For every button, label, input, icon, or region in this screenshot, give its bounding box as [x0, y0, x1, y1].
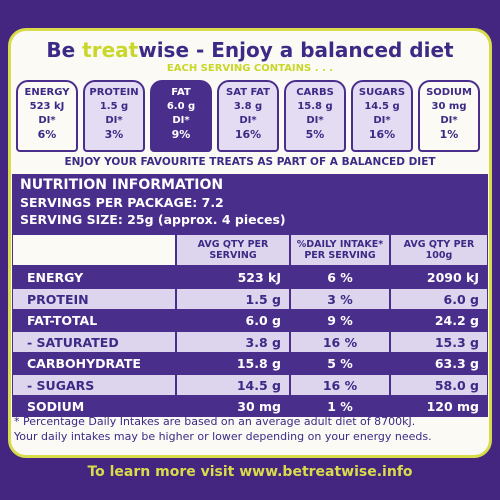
badge-percent: 3% [104, 128, 124, 141]
row-value: 30 mg [176, 395, 290, 417]
badge: CARBS 15.8 g DI* 5% [284, 80, 346, 152]
row-value: 1 % [290, 395, 390, 417]
title-part: treat [82, 38, 139, 62]
row-value: 15.3 g [390, 330, 488, 353]
row-value: 5 % [290, 352, 390, 374]
badge-amount: 15.8 g [297, 101, 333, 112]
row-value: 24.2 g [390, 309, 488, 331]
badge-amount: 523 kJ [29, 101, 65, 112]
row-label: ENERGY [12, 266, 176, 288]
row-value: 3.8 g [176, 330, 290, 353]
footnotes: * Percentage Daily Intakes are based on … [14, 414, 490, 444]
badge-percent: 9% [171, 128, 191, 141]
tagline: ENJOY YOUR FAVOURITE TREATS AS PART OF A… [64, 156, 436, 168]
badge-di: DI* [38, 115, 56, 126]
row-value: 58.0 g [390, 373, 488, 396]
badge-amount: 3.8 g [233, 101, 263, 112]
column-header: AVG QTY PER SERVING [176, 234, 290, 266]
row-value: 63.3 g [390, 352, 488, 374]
row-value: 2090 kJ [390, 266, 488, 288]
title-part: wise - Enjoy a balanced diet [138, 38, 454, 62]
column-header-blank [12, 234, 176, 266]
badge-percent: 1% [439, 128, 459, 141]
badge-amount: 6.0 g [166, 101, 196, 112]
badge-di: DI* [172, 115, 190, 126]
row-value: 14.5 g [176, 373, 290, 396]
row-label: FAT-TOTAL [12, 309, 176, 331]
row-value: 16 % [290, 373, 390, 396]
row-value: 3 % [290, 287, 390, 310]
badge: FAT 6.0 g DI* 9% [150, 80, 212, 152]
badge-name: SAT FAT [226, 87, 270, 98]
subtitle: EACH SERVING CONTAINS . . . [166, 63, 334, 74]
row-value: 120 mg [390, 395, 488, 417]
badge-name: PROTEIN [89, 87, 139, 98]
row-value: 6 % [290, 266, 390, 288]
badge: ENERGY 523 kJ DI* 6% [16, 80, 78, 152]
row-value: 523 kJ [176, 266, 290, 288]
badge-di: DI* [306, 115, 324, 126]
row-value: 1.5 g [176, 287, 290, 310]
table-title: NUTRITION INFORMATION [20, 177, 224, 193]
row-label: - SUGARS [12, 373, 176, 396]
title: Be treatwise - Enjoy a balanced diet [0, 38, 500, 62]
row-value: 16 % [290, 330, 390, 353]
badge: SAT FAT 3.8 g DI* 16% [217, 80, 279, 152]
badge-name: ENERGY [24, 87, 70, 98]
badge-amount: 30 mg [431, 101, 467, 112]
badge-percent: 5% [305, 128, 325, 141]
badge: SODIUM 30 mg DI* 1% [418, 80, 480, 152]
title-part: Be [46, 38, 76, 62]
badge-percent: 16% [234, 128, 262, 141]
badge-name: FAT [171, 87, 191, 98]
footnote: Your daily intakes may be higher or lowe… [14, 430, 432, 443]
table-header: NUTRITION INFORMATION SERVINGS PER PACKA… [12, 174, 488, 234]
badge-name: SUGARS [358, 87, 406, 98]
badge-di: DI* [105, 115, 123, 126]
column-header: AVG QTY PER 100g [390, 234, 488, 266]
row-label: - SATURATED [12, 330, 176, 353]
badge: SUGARS 14.5 g DI* 16% [351, 80, 413, 152]
row-label: CARBOHYDRATE [12, 352, 176, 374]
badge-name: CARBS [296, 87, 334, 98]
row-value: 15.8 g [176, 352, 290, 374]
row-label: SODIUM [12, 395, 176, 417]
row-value: 6.0 g [390, 287, 488, 310]
badge-name: SODIUM [426, 87, 472, 98]
servings: SERVINGS PER PACKAGE: 7.2 [20, 195, 224, 210]
badge-amount: 14.5 g [364, 101, 400, 112]
serving-size: SERVING SIZE: 25g (approx. 4 pieces) [20, 212, 286, 227]
badge-percent: 6% [37, 128, 57, 141]
row-value: 9 % [290, 309, 390, 331]
badge-percent: 16% [368, 128, 396, 141]
badge-di: DI* [239, 115, 257, 126]
column-header: %DAILY INTAKE* PER SERVING [290, 234, 390, 266]
footnote: * Percentage Daily Intakes are based on … [14, 415, 416, 428]
badge-di: DI* [440, 115, 458, 126]
badge-amount: 1.5 g [99, 101, 129, 112]
footer: To learn more visit www.betreatwise.info [87, 464, 413, 480]
row-label: PROTEIN [12, 287, 176, 310]
badge: PROTEIN 1.5 g DI* 3% [83, 80, 145, 152]
badge-di: DI* [373, 115, 391, 126]
row-value: 6.0 g [176, 309, 290, 331]
